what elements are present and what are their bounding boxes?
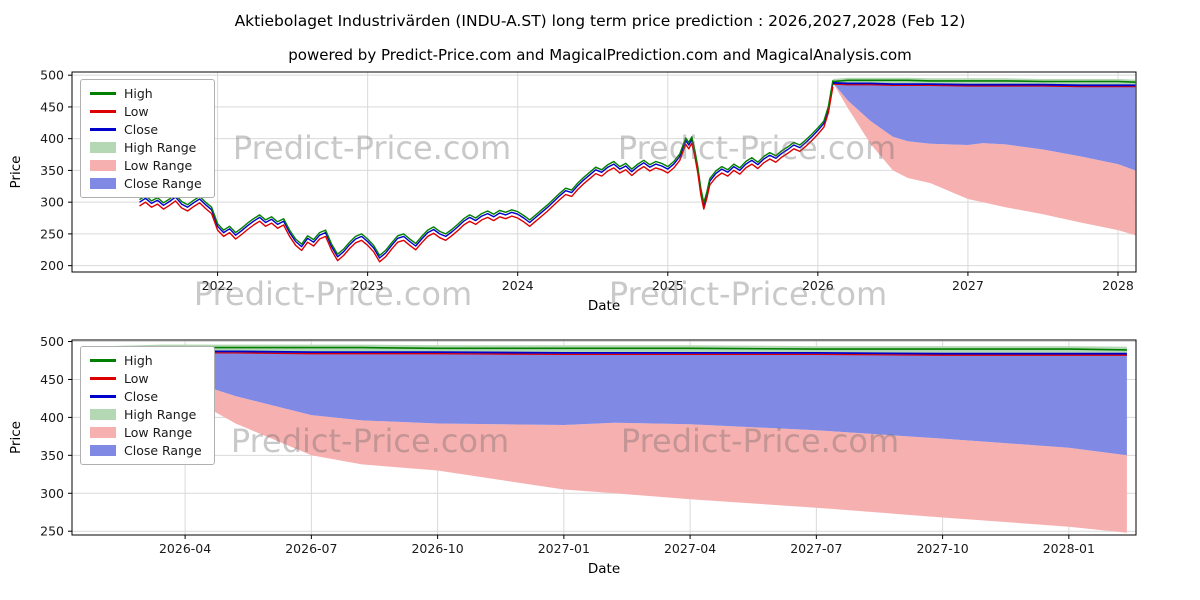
legend-label: High Range bbox=[124, 140, 197, 155]
legend-label: Low Range bbox=[124, 425, 193, 440]
legend-label: Low Range bbox=[124, 158, 193, 173]
x-tick-label: 2026-04 bbox=[159, 541, 211, 556]
legend-label: Close Range bbox=[124, 176, 202, 191]
legend-item: Low bbox=[90, 371, 202, 386]
legend-patch-swatch bbox=[90, 178, 116, 189]
legend-item: Close bbox=[90, 389, 202, 404]
legend-line-swatch bbox=[90, 395, 116, 398]
y-tick-label: 500 bbox=[40, 68, 64, 83]
y-axis-label: Price bbox=[8, 421, 24, 454]
y-tick-label: 250 bbox=[40, 226, 64, 241]
legend-patch-swatch bbox=[90, 445, 116, 456]
legend-patch-swatch bbox=[90, 160, 116, 171]
forecast-detail-chart: 2026-04 2026-07 2026-10 2027-01 2027-04 2027-… bbox=[8, 334, 1137, 577]
legend-label: Close bbox=[124, 389, 159, 404]
y-tick-label: 400 bbox=[40, 131, 64, 146]
history-and-forecast-chart: 2022 2023 2024 2025 2026 2027 2028 200 250 300 350… bbox=[8, 68, 1137, 314]
close-forecast-line bbox=[832, 81, 1136, 87]
x-tick-label: 2027 bbox=[952, 278, 984, 293]
close-forecast-line bbox=[109, 349, 1127, 355]
legend-item: High Range bbox=[90, 407, 202, 422]
y-axis-label: Price bbox=[8, 156, 24, 189]
x-tick-label: 2022 bbox=[202, 278, 234, 293]
close-history-line bbox=[139, 82, 834, 259]
legend-label: Low bbox=[124, 104, 149, 119]
legend-top-chart: High Low Close High Range Low Range Close Ran… bbox=[80, 79, 215, 198]
legend-label: High Range bbox=[124, 407, 197, 422]
legend-line-swatch bbox=[90, 359, 116, 362]
legend-line-swatch bbox=[90, 92, 116, 95]
legend-line-swatch bbox=[90, 128, 116, 131]
legend-line-swatch bbox=[90, 110, 116, 113]
x-axis-label: Date bbox=[588, 298, 620, 314]
legend-patch-swatch bbox=[90, 142, 116, 153]
legend-item: Close Range bbox=[90, 176, 202, 191]
x-tick-label: 2026 bbox=[802, 278, 834, 293]
y-tick-label: 200 bbox=[40, 258, 64, 273]
x-tick-label: 2027-01 bbox=[538, 541, 590, 556]
legend-patch-swatch bbox=[90, 427, 116, 438]
low-forecast-line bbox=[109, 351, 1127, 356]
legend-item: Low Range bbox=[90, 425, 202, 440]
close-range-band bbox=[832, 82, 1136, 171]
legend-line-swatch bbox=[90, 377, 116, 380]
low-range-band bbox=[832, 82, 1136, 236]
legend-label: High bbox=[124, 86, 153, 101]
legend-label: Low bbox=[124, 371, 149, 386]
y-tick-label: 300 bbox=[40, 195, 64, 210]
y-tick-label: 450 bbox=[40, 372, 64, 387]
high-history-line bbox=[139, 80, 834, 257]
low-forecast-line bbox=[832, 83, 1136, 88]
high-forecast-line bbox=[109, 346, 1127, 351]
y-tick-label: 300 bbox=[40, 486, 64, 501]
legend-label: Close Range bbox=[124, 443, 202, 458]
legend-patch-swatch bbox=[90, 409, 116, 420]
x-tick-label: 2028-01 bbox=[1043, 541, 1095, 556]
plot-border bbox=[71, 71, 1137, 273]
x-tick-label: 2024 bbox=[502, 278, 534, 293]
x-tick-label: 2027-04 bbox=[664, 541, 716, 556]
x-tick-label: 2023 bbox=[352, 278, 384, 293]
legend-item: Close bbox=[90, 122, 202, 137]
high-forecast-line bbox=[832, 79, 1136, 83]
x-tick-label: 2028 bbox=[1102, 278, 1134, 293]
y-tick-label: 400 bbox=[40, 410, 64, 425]
x-tick-label: 2026-07 bbox=[285, 541, 337, 556]
y-tick-label: 250 bbox=[40, 524, 64, 539]
plot-border bbox=[71, 339, 1137, 536]
legend-item: High bbox=[90, 353, 202, 368]
legend-bottom-chart: High Low Close High Range Low Range Close Ran… bbox=[80, 346, 215, 465]
y-tick-label: 500 bbox=[40, 334, 64, 349]
y-tick-label: 450 bbox=[40, 99, 64, 114]
legend-item: Close Range bbox=[90, 443, 202, 458]
x-axis-label: Date bbox=[588, 561, 620, 577]
low-history-line bbox=[139, 86, 834, 263]
legend-item: High Range bbox=[90, 140, 202, 155]
x-tick-label: 2027-10 bbox=[916, 541, 968, 556]
legend-label: Close bbox=[124, 122, 159, 137]
x-tick-label: 2027-07 bbox=[790, 541, 842, 556]
legend-label: High bbox=[124, 353, 153, 368]
chart-subtitle: powered by Predict-Price.com and Magical… bbox=[288, 46, 912, 64]
x-tick-label: 2025 bbox=[652, 278, 684, 293]
legend-item: Low bbox=[90, 104, 202, 119]
y-tick-label: 350 bbox=[40, 163, 64, 178]
y-tick-label: 350 bbox=[40, 448, 64, 463]
close-range-band bbox=[109, 350, 1127, 456]
legend-item: Low Range bbox=[90, 158, 202, 173]
chart-title: Aktiebolaget Industrivärden (INDU-A.ST) … bbox=[234, 12, 966, 30]
x-tick-label: 2026-10 bbox=[411, 541, 463, 556]
low-range-band bbox=[109, 350, 1127, 533]
legend-item: High bbox=[90, 86, 202, 101]
